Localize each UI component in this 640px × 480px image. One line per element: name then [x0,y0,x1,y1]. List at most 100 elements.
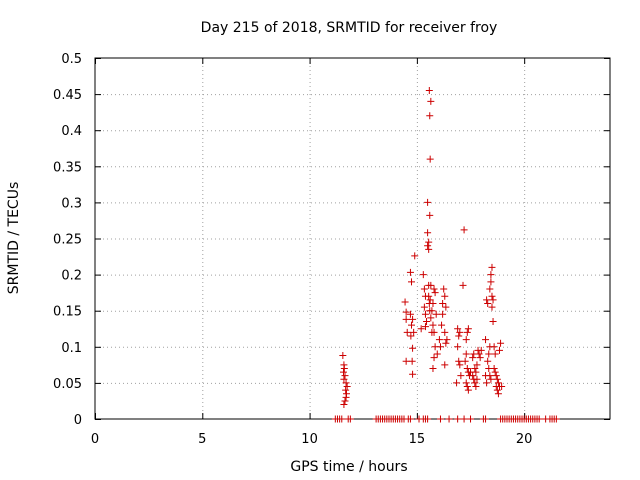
data-point [439,310,447,318]
data-point [492,372,500,380]
data-point [432,310,440,318]
data-point [340,401,348,409]
data-point [408,278,416,286]
data-point [430,285,438,293]
data-point [552,415,560,423]
data-point [409,315,417,323]
data-point [487,271,495,279]
data-point [488,292,496,300]
data-point [459,281,467,289]
data-point [406,415,414,423]
data-point [490,343,498,351]
data-point [488,303,496,311]
data-point [490,364,498,372]
data-point [462,379,470,387]
y-tick-label: 0.5 [61,52,82,67]
y-tick-label: 0.1 [61,341,82,356]
data-point [486,372,494,380]
data-point [402,315,410,323]
data-point [427,97,435,105]
data-point [429,299,437,307]
data-point [424,198,432,206]
chart-title: Day 215 of 2018, SRMTID for receiver fro… [201,20,498,36]
data-point [410,328,418,336]
data-point [441,292,449,300]
data-point [406,268,414,276]
data-point [535,415,543,423]
data-point [406,310,414,318]
data-point [421,323,429,331]
data-point [425,245,433,253]
data-point [484,299,492,307]
data-point [338,415,346,423]
data-point [426,155,434,163]
data-point [495,346,503,354]
data-point [423,318,431,326]
y-tick-label: 0.05 [53,377,82,392]
x-tick-label: 10 [301,432,318,447]
data-point [409,344,417,352]
data-point [427,314,435,322]
y-tick-label: 0.25 [53,233,82,248]
y-tick-label: 0 [74,413,82,428]
data-point [402,357,410,365]
data-points [331,86,560,423]
data-point [472,368,480,376]
data-point [463,364,471,372]
data-point [439,299,447,307]
data-point [489,318,497,326]
data-point [472,383,480,391]
data-point [425,292,433,300]
data-point [341,397,349,405]
data-point [486,285,494,293]
data-point [436,343,444,351]
data-point [433,350,441,358]
data-point [428,307,436,315]
data-point [460,226,468,234]
data-point [476,354,484,362]
data-point [346,415,354,423]
x-axis-label: GPS time / hours [290,459,407,475]
data-point [460,415,468,423]
data-point [483,379,491,387]
data-point [454,343,462,351]
y-axis-label: SRMTID / TECUs [6,182,22,295]
data-point [440,285,448,293]
data-point [473,361,481,369]
data-point [417,325,425,333]
data-point [438,321,446,329]
y-tick-label: 0.45 [53,88,82,103]
data-point [429,364,437,372]
data-point [341,372,349,380]
data-point [489,296,497,304]
data-point [408,357,416,365]
data-point [401,298,409,306]
data-point [494,379,502,387]
data-point [430,328,438,336]
data-point [493,386,501,394]
data-point [441,361,449,369]
x-tick-label: 15 [409,432,426,447]
data-point [491,350,499,358]
data-point [498,383,506,391]
data-point [436,415,444,423]
data-point [491,368,499,376]
data-point [471,379,479,387]
data-point [343,383,351,391]
data-point [339,351,347,359]
data-point [442,303,450,311]
data-point [482,336,490,344]
data-point [427,281,435,289]
data-point [493,375,501,383]
y-tick-label: 0.15 [53,305,82,320]
axis-ticks: 0 0.05 0.1 0.15 0.2 0.25 0.3 0.35 0.4 0.45 0.5 0 5 10… [53,52,610,447]
data-point [464,386,472,394]
data-point [420,285,428,293]
data-point [454,325,462,333]
data-point [455,357,463,365]
data-point [469,354,477,362]
data-point [409,370,417,378]
data-point [421,310,429,318]
data-point [342,386,350,394]
